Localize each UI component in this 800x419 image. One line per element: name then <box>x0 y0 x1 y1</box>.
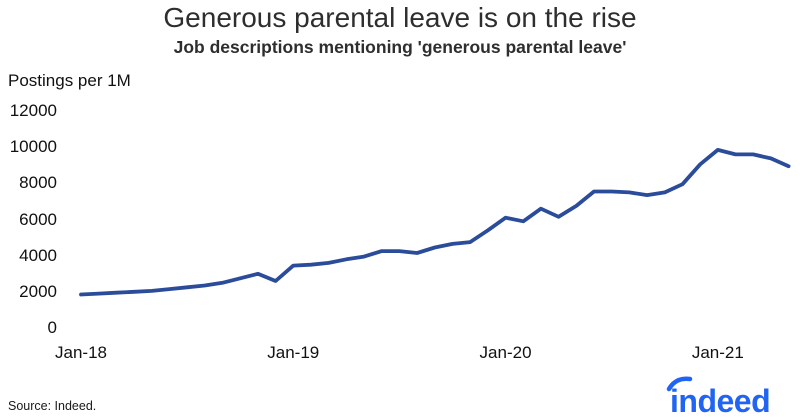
x-tick-label: Jan-18 <box>55 343 107 362</box>
trend-line <box>79 147 791 297</box>
y-tick-label: 0 <box>47 318 57 337</box>
x-tick-label: Jan-21 <box>691 343 744 362</box>
y-tick-label: 8000 <box>19 173 57 193</box>
y-tick-label: 10000 <box>9 137 57 157</box>
y-tick-label: 12000 <box>9 101 57 120</box>
y-tick-label: 4000 <box>19 245 57 265</box>
source-note: Source: Indeed. <box>8 399 97 413</box>
x-tick-label: Jan-19 <box>267 343 320 362</box>
x-tick-label: Jan-20 <box>479 343 532 362</box>
chart-subtitle: Job descriptions mentioning 'generous pa… <box>173 37 627 57</box>
chart-title: Generous parental leave is on the rise <box>163 2 637 33</box>
y-axis-unit-label: Postings per 1M <box>8 71 131 90</box>
y-tick-label: 6000 <box>19 209 57 229</box>
indeed-logo-swoosh-icon <box>666 376 693 392</box>
indeed-logo: indeed <box>666 376 771 418</box>
y-tick-label: 2000 <box>19 281 57 301</box>
indeed-logo-text: indeed <box>670 383 770 418</box>
